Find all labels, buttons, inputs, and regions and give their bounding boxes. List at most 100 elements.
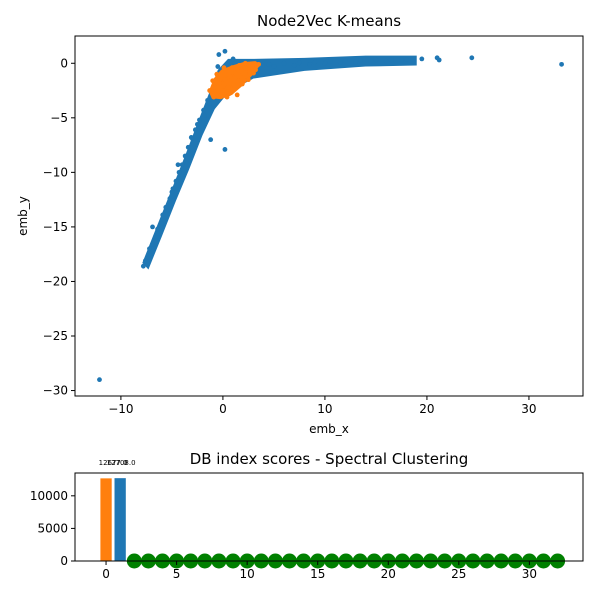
- scatter-point: [243, 66, 249, 72]
- scatter-point: [373, 57, 379, 63]
- scatter-point: [291, 63, 297, 68]
- bar-panel: DB index scores - Spectral Clustering 12…: [30, 450, 584, 581]
- scatter-point: [97, 377, 102, 383]
- scatter-point: [230, 56, 236, 62]
- scatter-point: [201, 107, 206, 113]
- bar: [100, 478, 112, 561]
- scatter-point: [197, 117, 202, 123]
- scatter-xlabel: emb_x: [309, 422, 349, 436]
- scatter-point: [242, 60, 248, 66]
- scatter-point: [229, 65, 235, 71]
- scatter-point: [399, 57, 404, 63]
- scatter-point: [218, 93, 224, 99]
- scatter-point: [208, 137, 214, 143]
- scatter-point: [147, 246, 152, 252]
- bar-y-axis: 0 5000 10000: [30, 489, 75, 568]
- y-tick-label: −15: [43, 220, 68, 234]
- scatter-point: [195, 121, 200, 127]
- y-tick-label: −30: [43, 384, 68, 398]
- scatter-point: [167, 196, 173, 201]
- scatter-point: [182, 153, 188, 159]
- scatter-point: [247, 71, 252, 77]
- scatter-ylabel: emb_y: [16, 196, 30, 236]
- scatter-point: [231, 87, 237, 92]
- scatter-point: [185, 144, 191, 150]
- scatter-points: [97, 48, 564, 383]
- bar-value-label: 12708.0: [107, 459, 136, 467]
- y-tick-label: −20: [43, 274, 68, 288]
- scatter-point: [179, 162, 185, 168]
- x-tick-label: 10: [317, 402, 332, 416]
- scatter-point: [236, 63, 242, 68]
- x-tick-label: 0: [102, 567, 110, 581]
- scatter-point: [271, 64, 277, 69]
- scatter-point: [153, 234, 158, 240]
- scatter-point: [383, 58, 389, 64]
- scatter-point: [207, 101, 213, 107]
- scatter-point: [207, 88, 213, 93]
- scatter-point: [307, 61, 313, 67]
- scatter-point: [246, 77, 251, 83]
- scatter-point: [297, 60, 302, 66]
- scatter-point: [559, 61, 564, 67]
- scatter-point: [312, 59, 318, 65]
- scatter-point: [368, 58, 374, 64]
- scatter-point: [160, 212, 166, 218]
- scatter-point: [188, 135, 194, 140]
- y-tick-label: 0: [60, 56, 68, 70]
- scatter-point: [212, 84, 218, 90]
- x-tick-label: 30: [521, 402, 536, 416]
- scatter-point: [251, 70, 256, 76]
- scatter-point: [353, 59, 358, 65]
- scatter-point: [225, 84, 231, 90]
- scatter-point: [214, 71, 220, 77]
- scatter-point: [322, 60, 328, 66]
- scatter-point: [221, 65, 227, 71]
- scatter-point: [469, 55, 475, 61]
- scatter-point: [239, 81, 245, 87]
- bar-title: DB index scores - Spectral Clustering: [190, 450, 469, 468]
- scatter-point: [222, 147, 228, 152]
- scatter-point: [240, 75, 246, 80]
- x-tick-label: 25: [451, 567, 466, 581]
- scatter-point: [216, 52, 222, 57]
- scatter-point: [202, 113, 207, 119]
- scatter-y-axis: −30 −25 −20 −15 −10 −5 0: [43, 56, 75, 398]
- scatter-point: [388, 57, 394, 63]
- y-tick-label: −10: [43, 165, 68, 179]
- scatter-plot-frame: [74, 35, 584, 397]
- scatter-point: [234, 92, 240, 98]
- scatter-point: [222, 77, 228, 83]
- scatter-point: [220, 88, 226, 93]
- x-tick-label: 30: [522, 567, 537, 581]
- scatter-point: [327, 59, 333, 65]
- y-tick-label: 0: [60, 554, 68, 568]
- scatter-point: [235, 78, 241, 84]
- scatter-point: [150, 224, 155, 230]
- scatter-title: Node2Vec K-means: [257, 12, 401, 30]
- scatter-dense-band: [142, 55, 417, 270]
- bar-value-label: 12677.0: [99, 459, 128, 467]
- scatter-point: [232, 70, 238, 76]
- bar-plot-frame: [74, 472, 584, 562]
- scatter-point: [173, 178, 179, 184]
- dense-band-shape: [142, 55, 417, 270]
- scatter-point: [337, 59, 343, 65]
- scatter-point: [281, 60, 287, 66]
- y-tick-label: 10000: [30, 489, 68, 503]
- bar-x-axis: 0 5 10 15 20 25 30: [102, 561, 537, 581]
- bar: [114, 478, 126, 561]
- scatter-point: [227, 73, 233, 79]
- x-tick-label: 20: [419, 402, 434, 416]
- scatter-panel: Node2Vec K-means −10 0 10 20 30 −30 −25 −20 −15…: [16, 12, 584, 436]
- x-tick-label: 15: [310, 567, 325, 581]
- x-tick-label: 5: [173, 567, 181, 581]
- scatter-point: [217, 80, 223, 86]
- scatter-point: [238, 68, 244, 74]
- scatter-point: [210, 78, 216, 84]
- scatter-point: [140, 263, 146, 269]
- scatter-x-axis: −10 0 10 20 30: [108, 396, 537, 416]
- y-tick-label: −5: [50, 111, 68, 125]
- x-tick-label: 0: [219, 402, 227, 416]
